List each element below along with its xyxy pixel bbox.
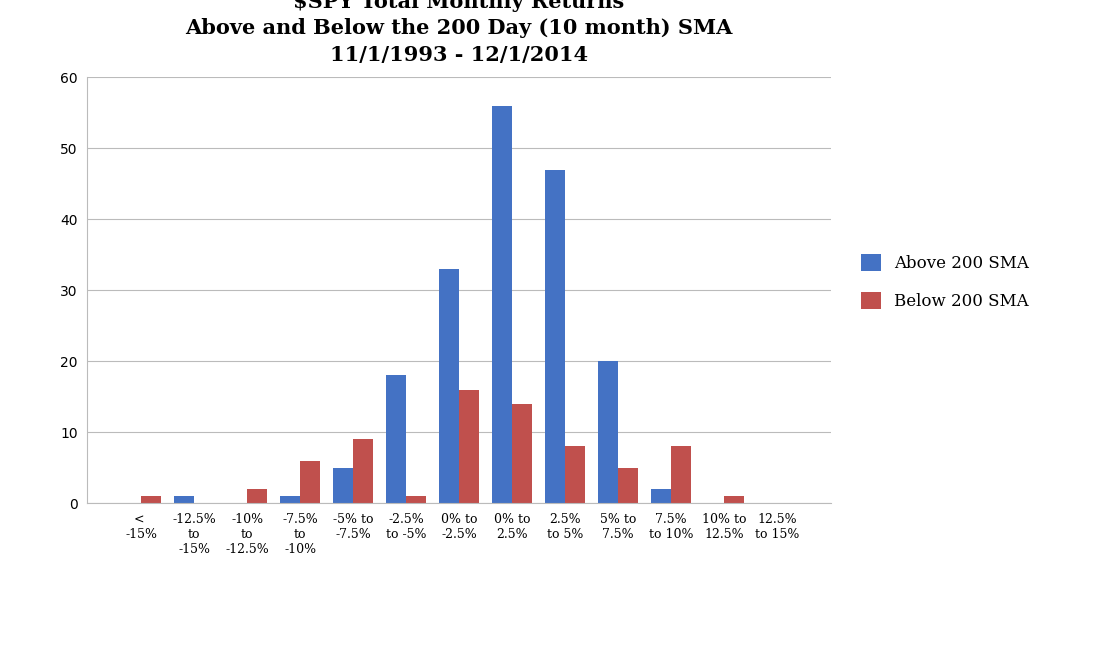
Bar [650, 489, 671, 503]
Bar [280, 496, 301, 503]
Bar [333, 468, 353, 503]
Legend: Above 200 SMA, Below 200 SMA: Above 200 SMA, Below 200 SMA [854, 248, 1035, 317]
Bar [439, 269, 459, 503]
Bar [247, 489, 268, 503]
Bar [174, 496, 195, 503]
Bar [386, 375, 407, 503]
Bar [301, 461, 320, 503]
Bar [565, 446, 585, 503]
Bar [141, 496, 162, 503]
Bar [512, 404, 532, 503]
Bar [598, 361, 618, 503]
Bar [671, 446, 691, 503]
Bar [618, 468, 638, 503]
Bar [353, 439, 374, 503]
Bar [544, 170, 565, 503]
Bar [724, 496, 744, 503]
Bar [407, 496, 426, 503]
Bar [459, 390, 479, 503]
Title: $SPY Total Monthly Returns
Above and Below the 200 Day (10 month) SMA
11/1/1993 : $SPY Total Monthly Returns Above and Bel… [186, 0, 732, 64]
Bar [492, 106, 512, 503]
